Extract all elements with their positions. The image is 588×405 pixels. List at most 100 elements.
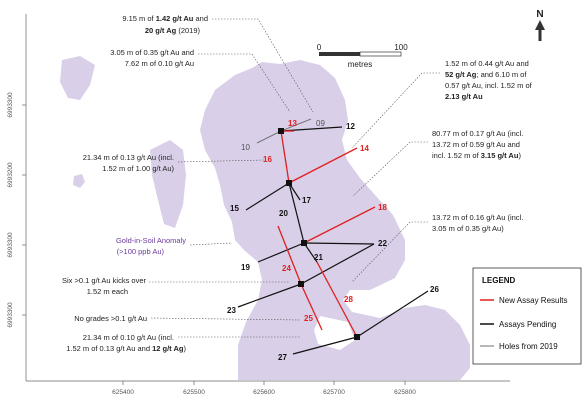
holes-pending bbox=[237, 126, 429, 355]
hole-label-21: 21 bbox=[314, 253, 323, 262]
anomaly-notch bbox=[314, 316, 355, 350]
hole-23-trace bbox=[237, 283, 302, 308]
annotation-text: 13.72 m of 0.16 g/t Au (incl. bbox=[432, 213, 523, 222]
hole-14-trace bbox=[288, 147, 358, 184]
hole-label-16: 16 bbox=[263, 155, 272, 164]
hole-24-trace bbox=[277, 225, 302, 285]
north-label: N bbox=[536, 9, 543, 20]
leader-line bbox=[150, 317, 301, 321]
leader-line bbox=[352, 141, 428, 197]
hole-28-trace bbox=[316, 261, 358, 338]
northing-label: 6993300 bbox=[7, 302, 14, 328]
legend-label: New Assay Results bbox=[499, 296, 567, 305]
easting-label: 625500 bbox=[183, 389, 205, 396]
collar-marker bbox=[301, 240, 307, 246]
scale-bar: 0 100 metres bbox=[317, 43, 408, 69]
annotation-text: 13.72 m of 0.59 g/t Au and bbox=[432, 140, 520, 149]
northing-label: 6993300 bbox=[7, 232, 14, 258]
annotation-hole-14: 1.52 m of 0.44 g/t Au and 52 g/t Ag; and… bbox=[445, 59, 533, 101]
hole-chain-trace bbox=[300, 243, 375, 285]
legend-title: LEGEND bbox=[482, 276, 516, 285]
scale-segment-light bbox=[359, 51, 402, 57]
annotation-hole-16: 21.34 m of 0.13 g/t Au (incl. 1.52 m of … bbox=[83, 153, 175, 173]
map-frame bbox=[22, 14, 510, 385]
legend: LEGEND New Assay Results Assays Pending … bbox=[472, 267, 582, 365]
hole-10-trace bbox=[256, 130, 282, 144]
annotation-text: 52 g/t Ag; and 6.10 m of bbox=[445, 70, 527, 79]
annotation-anomaly: Gold-in-Soil Anomaly (>100 ppb Au) bbox=[116, 236, 186, 256]
hole-18-trace bbox=[303, 206, 376, 244]
annotation-text: 1.52 m of 1.00 g/t Au) bbox=[102, 164, 174, 173]
annotation-text: Six >0.1 g/t Au kicks over bbox=[62, 276, 147, 285]
anomaly-west-polygon bbox=[60, 56, 95, 100]
easting-label: 625800 bbox=[394, 389, 416, 396]
northing-label: 6993200 bbox=[7, 162, 14, 188]
hole-label-17: 17 bbox=[302, 196, 311, 205]
hole-label-27: 27 bbox=[278, 353, 287, 362]
hole-label-23: 23 bbox=[227, 306, 236, 315]
hole-25-trace bbox=[300, 283, 323, 331]
leader-line bbox=[212, 18, 314, 113]
annotation-text: 21.34 m of 0.13 g/t Au (incl. bbox=[83, 153, 174, 162]
annotation-text: 7.62 m of 0.10 g/t Au bbox=[125, 59, 194, 68]
scale-start: 0 bbox=[317, 43, 322, 52]
hole-label-28: 28 bbox=[344, 295, 353, 304]
annotation-text: 1.52 m of 0.44 g/t Au and bbox=[445, 59, 529, 68]
annotation-hole-24: Six >0.1 g/t Au kicks over 1.52 m each bbox=[62, 276, 147, 296]
legend-label: Assays Pending bbox=[499, 320, 556, 329]
collar-marker bbox=[286, 180, 292, 186]
hole-label-22: 22 bbox=[378, 239, 387, 248]
legend-box bbox=[472, 267, 582, 365]
leader-lines bbox=[149, 18, 440, 338]
collar-marker bbox=[354, 334, 360, 340]
hole-label-20: 20 bbox=[279, 209, 288, 218]
gold-in-soil-anomaly bbox=[60, 56, 470, 380]
annotation-hole-18: 80.77 m of 0.17 g/t Au (incl. 13.72 m of… bbox=[432, 129, 523, 160]
scale-end: 100 bbox=[394, 43, 408, 52]
hole-09-trace bbox=[280, 118, 312, 132]
anomaly-label: (>100 ppb Au) bbox=[117, 247, 165, 256]
hole-15-trace bbox=[245, 182, 290, 211]
hole-label-25: 25 bbox=[304, 314, 313, 323]
annotation-hole-28: 13.72 m of 0.16 g/t Au (incl. 3.05 m of … bbox=[432, 213, 523, 233]
hole-label-18: 18 bbox=[378, 203, 387, 212]
leader-line bbox=[177, 159, 265, 163]
scale-unit: metres bbox=[348, 60, 372, 69]
annotation-hole-27: 21.34 m of 0.10 g/t Au (incl. 1.52 m of … bbox=[66, 333, 186, 353]
annotation-text: 1.52 m each bbox=[87, 287, 128, 296]
scale-segment-dark bbox=[319, 52, 360, 56]
hole-label-14: 14 bbox=[360, 144, 369, 153]
collar-marker bbox=[278, 128, 284, 134]
annotation-text: 1.52 m of 0.13 g/t Au and 12 g/t Ag) bbox=[66, 344, 186, 353]
annotation-text: 2.13 g/t Au bbox=[445, 92, 483, 101]
annotation-hole-25: No grades >0.1 g/t Au bbox=[74, 314, 147, 323]
hole-12-trace bbox=[280, 126, 343, 132]
hole-label-19: 19 bbox=[241, 263, 250, 272]
hole-21-trace bbox=[303, 242, 318, 263]
hole-label-24: 24 bbox=[282, 264, 291, 273]
annotation-text: 21.34 m of 0.10 g/t Au (incl. bbox=[83, 333, 174, 342]
north-arrow-icon bbox=[535, 20, 545, 41]
hole-16-trace bbox=[280, 130, 290, 184]
annotation-text: 9.15 m of 1.42 g/t Au and bbox=[122, 14, 208, 23]
leader-line bbox=[351, 72, 440, 149]
leader-line bbox=[198, 53, 291, 113]
anomaly-small-west-polygon bbox=[150, 140, 186, 228]
north-arrow: N bbox=[535, 9, 545, 41]
hole-labels: 09 10 12 13 14 15 16 17 18 19 20 21 22 2… bbox=[227, 119, 439, 362]
hole-19-trace bbox=[257, 242, 305, 263]
annotation-text: 80.77 m of 0.17 g/t Au (incl. bbox=[432, 129, 523, 138]
northing-label: 6993300 bbox=[7, 92, 14, 118]
leader-line bbox=[351, 221, 428, 283]
easting-label: 625600 bbox=[253, 389, 275, 396]
annotation-hole-13: 3.05 m of 0.35 g/t Au and 7.62 m of 0.10… bbox=[110, 48, 194, 68]
easting-label: 625400 bbox=[112, 389, 134, 396]
hole-26-trace bbox=[356, 290, 429, 338]
anomaly-dot-polygon bbox=[73, 174, 85, 188]
holes-2019 bbox=[256, 118, 312, 144]
leader-line bbox=[189, 242, 233, 246]
x-axis-labels: 625400 625500 625600 625700 625800 bbox=[112, 389, 416, 396]
annotation-text: 3.05 m of 0.35 g/t Au) bbox=[432, 224, 504, 233]
annotation-text: 20 g/t Ag (2019) bbox=[145, 26, 201, 35]
